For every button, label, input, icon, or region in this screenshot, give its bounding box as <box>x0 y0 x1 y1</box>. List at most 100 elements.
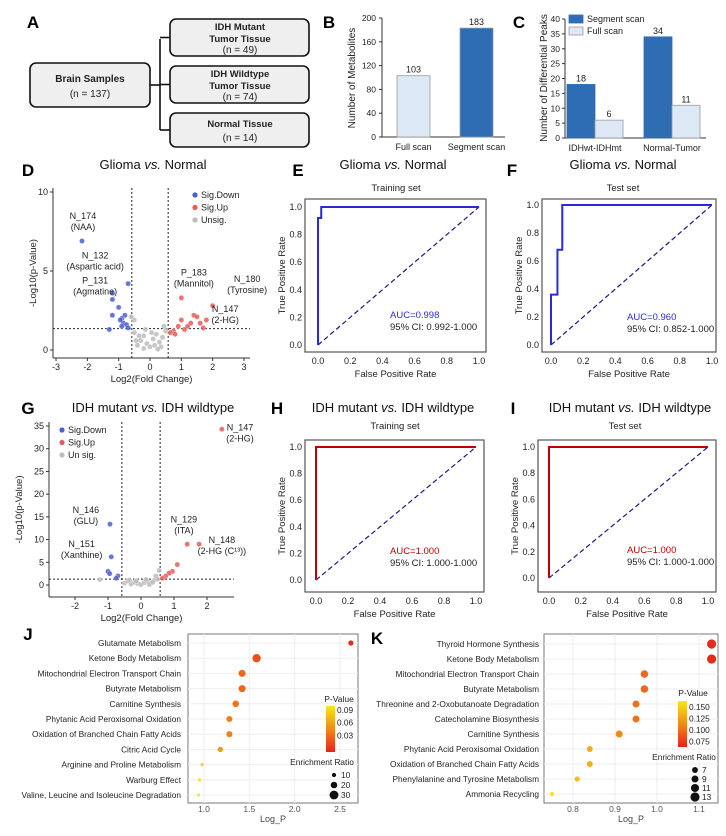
y-tick-label: 0.6 <box>526 256 539 266</box>
panel-label: F <box>507 161 517 180</box>
auc-label: AUC=1.000 <box>390 546 439 557</box>
root-count: (n = 137) <box>70 89 110 100</box>
y-axis-label: True Positive Rate <box>277 237 288 315</box>
x-axis-label: Log2(Fold Change) <box>101 613 183 624</box>
legend-label: Sig.Up <box>68 438 95 448</box>
point-annotation: (Mannitol) <box>174 279 214 289</box>
color-bar-tick: 0.075 <box>689 737 710 747</box>
title-post: Normal <box>401 157 447 172</box>
y-tick-label: 1.0 <box>526 200 539 210</box>
root-title: Brain Samples <box>55 74 125 85</box>
data-point-sigdown <box>108 554 115 560</box>
y-tick-label: 0.2 <box>289 548 302 558</box>
pathway-label: Ketone Body Metabolism <box>89 653 181 663</box>
size-legend-marker <box>329 790 339 800</box>
y-tick-label: 25 <box>34 466 44 476</box>
x-tick-label: Full scan <box>395 142 431 152</box>
point-annotation: (Tyrosine) <box>227 285 267 295</box>
x-tick-label: 0.9 <box>609 804 621 814</box>
data-point-unsig <box>136 333 142 339</box>
enrichment-bubble <box>226 731 233 738</box>
enrichment-bubble <box>632 700 640 708</box>
data-point-sigdown <box>109 290 116 296</box>
y-tick-label: 0.6 <box>289 495 302 505</box>
color-bar-tick: 0.150 <box>689 702 710 712</box>
data-label: 34 <box>653 26 663 36</box>
data-point-sigdown <box>125 280 131 287</box>
legend-label: Sig.Down <box>68 425 107 435</box>
pathway-label: Butyrate Metabolism <box>463 684 539 694</box>
legend-marker <box>192 204 198 211</box>
y-tick-label: 5 <box>43 266 48 276</box>
pathway-label: Phytanic Acid Peroxisomal Oxidation <box>404 744 540 754</box>
y-tick-label: 0.0 <box>522 573 535 583</box>
enrichment-bubble <box>632 715 640 723</box>
title-pre: Glioma <box>570 157 615 172</box>
legend-label: Sig.Down <box>201 190 240 200</box>
size-legend-marker <box>330 781 338 789</box>
y-tick-label: 35 <box>34 421 44 431</box>
group-count: (n = 74) <box>223 92 258 103</box>
ci-label: 95% CI: 1.000-1.000 <box>627 557 714 568</box>
data-point-sigdown <box>106 570 113 577</box>
x-axis-label: Log_P <box>260 814 286 824</box>
y-tick-label: 0.8 <box>522 468 535 478</box>
y-tick-label: 0.8 <box>526 228 539 238</box>
legend-swatch <box>568 26 584 36</box>
size-legend-title: Enrichment Ratio <box>290 757 354 767</box>
data-point-sigup <box>197 320 203 326</box>
pathway-label: Arginine and Proline Metabolism <box>62 760 182 770</box>
enrichment-bubble <box>348 640 354 646</box>
x-axis-label: False Positive Rate <box>355 369 437 380</box>
data-point-sigup <box>178 317 185 323</box>
point-annotation: (Xanthine) <box>61 550 103 560</box>
y-tick-label: 30 <box>551 44 561 54</box>
chance-diagonal <box>548 446 709 579</box>
y-tick-label: 20 <box>34 489 44 499</box>
bar <box>566 84 596 139</box>
x-tick-label: 1.0 <box>470 596 483 606</box>
title-vs: vs. <box>384 157 401 172</box>
size-legend-label: 20 <box>341 780 351 790</box>
y-tick-label: 25 <box>551 59 561 69</box>
x-tick-label: 0.0 <box>545 356 558 366</box>
pathway-label: Citric Acid Cycle <box>121 744 181 754</box>
pathway-label: Ketone Body Metabolism <box>447 654 539 664</box>
data-point-sigup <box>203 317 210 323</box>
title-post: Normal <box>631 157 677 172</box>
enrichment-bubble <box>586 746 593 752</box>
data-point-sigdown <box>107 521 113 527</box>
title-post: IDH wildtype <box>158 400 235 415</box>
y-tick-label: 40 <box>551 14 561 24</box>
point-annotation: N_147 <box>212 304 239 314</box>
plot-frame <box>541 198 717 353</box>
title-vs: vs. <box>614 157 631 172</box>
enrichment-bubble <box>238 669 246 677</box>
data-point-unsig <box>133 337 139 344</box>
x-tick-label: -2 <box>71 601 79 611</box>
y-tick-label: 0.0 <box>289 575 302 585</box>
x-tick-label: 1 <box>171 601 176 611</box>
legend-swatch <box>568 14 584 24</box>
title-post: IDH wildtype <box>635 400 712 415</box>
legend-label: Sig.Up <box>201 203 228 213</box>
color-bar-tick: 0.100 <box>689 725 710 735</box>
enrichment-bubble <box>707 654 717 664</box>
pathway-label: Oxidation of Branched Chain Fatty Acids <box>32 729 181 739</box>
data-point-sigdown <box>125 325 131 331</box>
data-point-unsig <box>156 339 163 345</box>
x-tick-label: 2.0 <box>289 804 301 814</box>
group-count: (n = 14) <box>223 133 258 144</box>
point-annotation: (2-HG (C¹³)) <box>198 546 247 556</box>
data-point-sigdown <box>122 312 128 318</box>
group-box <box>169 18 310 57</box>
x-tick-label: 0.0 <box>543 596 556 606</box>
x-tick-label: 0.6 <box>641 356 654 366</box>
y-tick-label: 0 <box>39 580 44 590</box>
point-annotation: N_129 <box>171 514 198 524</box>
title-vs: vs. <box>381 400 398 415</box>
y-tick-label: 0.0 <box>289 340 302 350</box>
data-point-sigup <box>174 561 181 568</box>
ci-label: 95% CI: 1.000-1.000 <box>390 558 477 569</box>
panel-label: C <box>513 13 525 32</box>
